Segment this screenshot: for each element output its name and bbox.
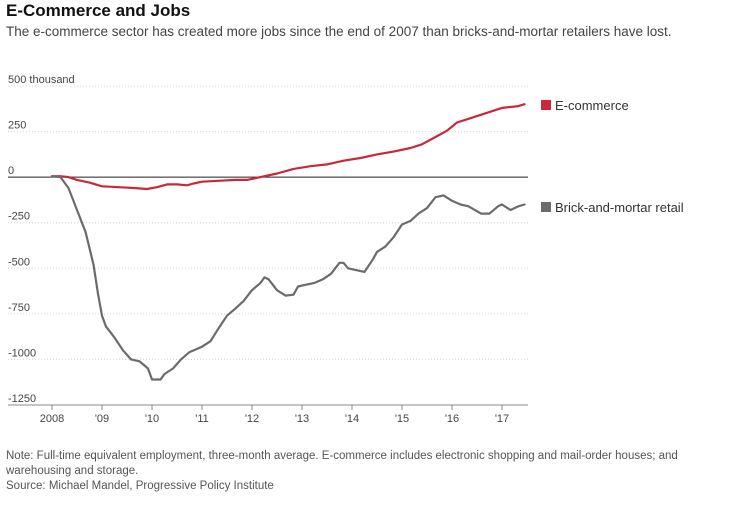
y-tick-label: -500 (8, 256, 30, 268)
chart-notes: Note: Full-time equivalent employment, t… (6, 449, 726, 494)
x-tick-label: '17 (495, 413, 509, 425)
y-tick-label: -750 (8, 302, 30, 314)
y-tick-label: 250 (8, 120, 26, 132)
legend-label: E-commerce (555, 98, 629, 113)
y-tick-label: -1000 (8, 347, 36, 359)
x-tick-label: '16 (445, 413, 459, 425)
y-tick-label: 0 (8, 165, 14, 177)
source-line: Source: Michael Mandel, Progressive Poli… (6, 480, 274, 492)
chart-title: E-Commerce and Jobs (6, 1, 191, 20)
series-lines (50, 103, 526, 381)
x-tick-label: '13 (295, 413, 309, 425)
x-tick-label: '14 (345, 413, 359, 425)
x-tick-label: '11 (195, 413, 209, 425)
x-tick-label: '15 (395, 413, 409, 425)
series-line-brick-and-mortar (50, 175, 526, 381)
x-tick-label: '09 (95, 413, 109, 425)
footnote: Note: Full-time equivalent employment, t… (6, 450, 678, 477)
x-tick-label: '10 (145, 413, 159, 425)
chart-subtitle: The e-commerce sector has created more j… (6, 24, 672, 39)
y-axis-ticks: 500 thousand 250 0 -250 -500 -750 -1000 -1250 (8, 74, 75, 405)
legend-label: Brick-and-mortar retail (555, 200, 684, 215)
legend-swatch (541, 202, 551, 212)
y-tick-label: 500 thousand (8, 74, 75, 86)
legend: E-commerce Brick-and-mortar retail (541, 98, 684, 215)
gridlines (8, 85, 528, 406)
y-tick-label: -1250 (8, 393, 36, 405)
legend-swatch (541, 100, 551, 110)
x-tick-label: 2008 (40, 413, 64, 425)
line-chart: 500 thousand 250 0 -250 -500 -750 -1000 -1250 2… (8, 74, 684, 425)
x-axis-ticks: 2008 '09 '10 '11 '12 '13 '14 '15 '16 '17 (40, 405, 509, 425)
series-line-e-commerce (50, 103, 526, 191)
y-tick-label: -250 (8, 211, 30, 223)
x-tick-label: '12 (245, 413, 259, 425)
